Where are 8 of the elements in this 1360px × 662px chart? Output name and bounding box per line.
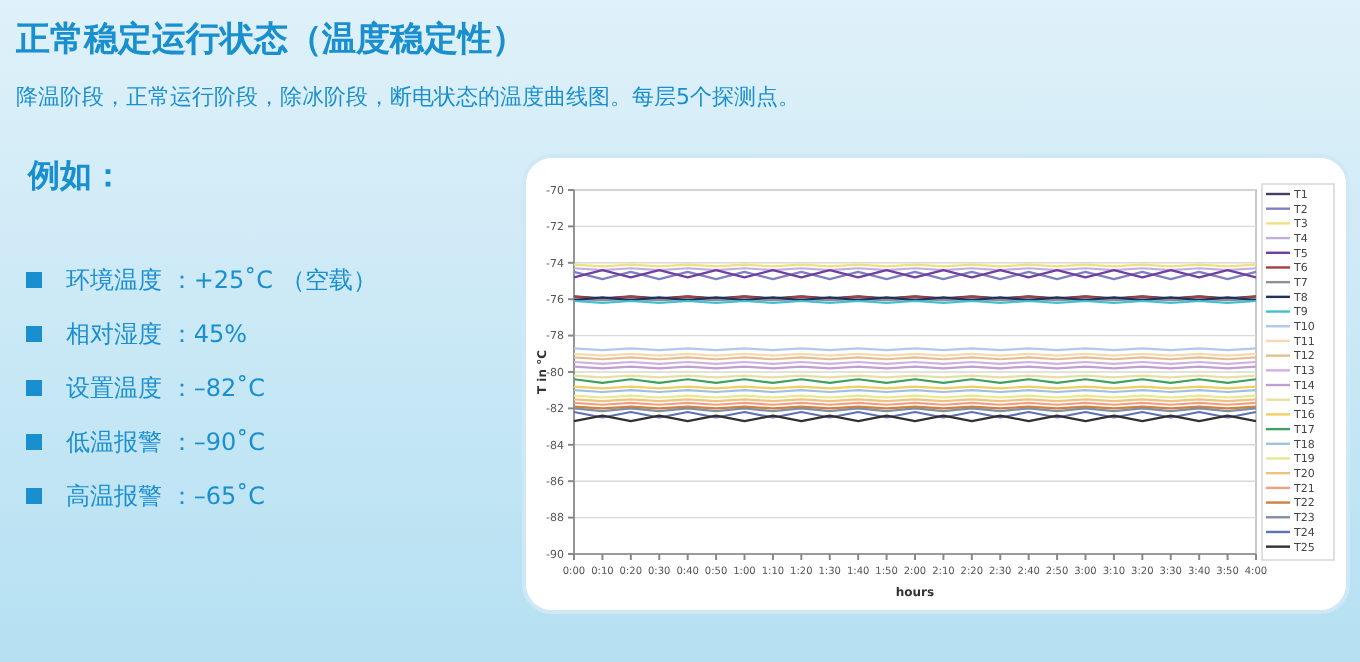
text: 设置温度 ：–82˚C <box>66 374 265 402</box>
text: 正常稳定运行状态（温度稳定性） <box>14 20 526 60</box>
text: 环境温度 ：+25˚C （空载） <box>66 266 377 294</box>
text: 高温报警 ：–65˚C <box>66 482 265 510</box>
text: 低温报警 ：–90˚C <box>66 428 265 456</box>
chart-subtitle: 降温阶段，正常运行阶段，除冰阶段，断电状态的温度曲线图。每层5个探测点。 <box>16 84 800 110</box>
text: 相对湿度 ：45% <box>66 320 247 348</box>
text: 例如： <box>26 156 124 194</box>
